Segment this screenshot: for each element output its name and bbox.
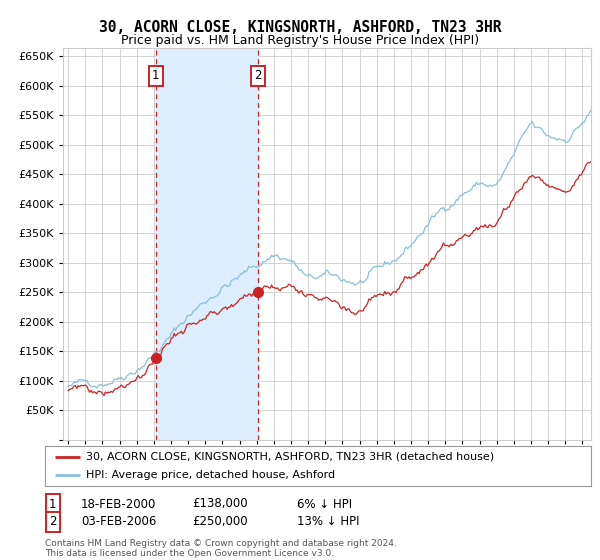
- Text: HPI: Average price, detached house, Ashford: HPI: Average price, detached house, Ashf…: [86, 470, 335, 480]
- Bar: [156, 48, 258, 440]
- Text: 1: 1: [49, 497, 56, 511]
- Text: £138,000: £138,000: [192, 497, 248, 511]
- Text: 2: 2: [254, 69, 262, 82]
- Text: Price paid vs. HM Land Registry's House Price Index (HPI): Price paid vs. HM Land Registry's House …: [121, 34, 479, 46]
- Text: 30, ACORN CLOSE, KINGSNORTH, ASHFORD, TN23 3HR (detached house): 30, ACORN CLOSE, KINGSNORTH, ASHFORD, TN…: [86, 452, 494, 461]
- Text: 2: 2: [49, 515, 56, 529]
- Text: 6% ↓ HPI: 6% ↓ HPI: [297, 497, 352, 511]
- Text: Contains HM Land Registry data © Crown copyright and database right 2024.
This d: Contains HM Land Registry data © Crown c…: [45, 539, 397, 558]
- Text: £250,000: £250,000: [192, 515, 248, 529]
- Text: 1: 1: [152, 69, 160, 82]
- Text: 30, ACORN CLOSE, KINGSNORTH, ASHFORD, TN23 3HR: 30, ACORN CLOSE, KINGSNORTH, ASHFORD, TN…: [99, 20, 501, 35]
- Text: 03-FEB-2006: 03-FEB-2006: [81, 515, 157, 529]
- Text: 13% ↓ HPI: 13% ↓ HPI: [297, 515, 359, 529]
- Text: 18-FEB-2000: 18-FEB-2000: [81, 497, 157, 511]
